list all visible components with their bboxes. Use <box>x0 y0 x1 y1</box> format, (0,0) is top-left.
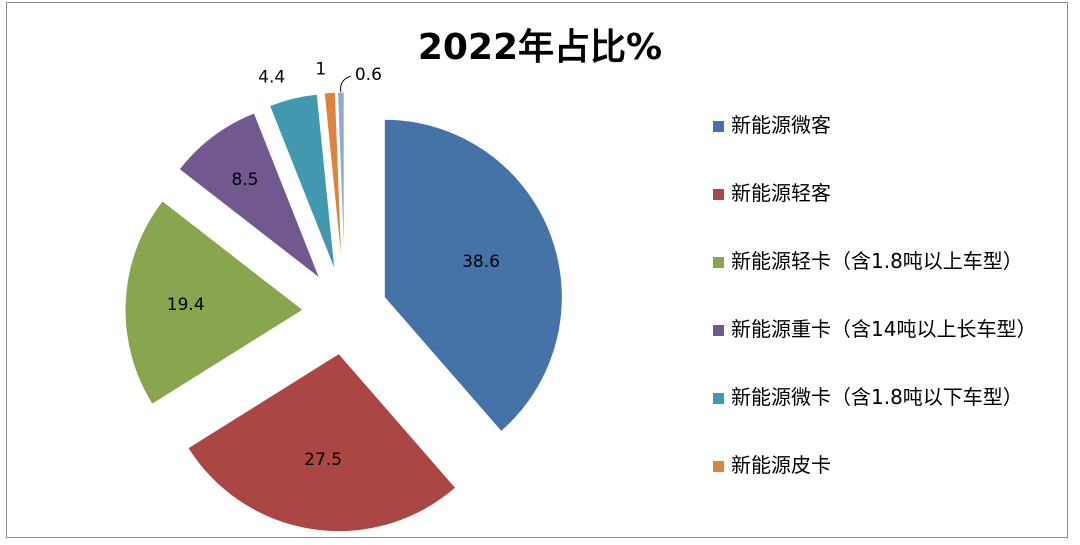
legend-item-qingka: 新能源轻卡（含1.8吨以上车型） <box>713 244 1053 312</box>
legend-label-qingka: 新能源轻卡（含1.8吨以上车型） <box>731 249 1023 273</box>
chart-title: 2022年占比% <box>417 27 663 68</box>
legend-item-zhongka: 新能源重卡（含14吨以上长车型） <box>713 312 1053 380</box>
data-label-pika: 1 <box>315 60 326 80</box>
data-label-qingke: 27.5 <box>304 450 342 470</box>
data-label-other: 0.6 <box>355 65 382 85</box>
pie-slice-qingke <box>187 352 457 532</box>
legend-swatch-zhongka <box>713 325 724 336</box>
legend-swatch-weike <box>713 121 724 132</box>
legend-swatch-pika <box>713 461 724 472</box>
legend-label-pika: 新能源皮卡 <box>731 453 831 477</box>
leader-line-other <box>340 75 352 93</box>
pie-slice-qingka <box>124 200 304 406</box>
legend-label-qingke: 新能源轻客 <box>731 181 831 205</box>
data-label-zhongka: 8.5 <box>231 170 258 190</box>
pie-slice-weika <box>268 93 336 272</box>
data-label-qingka: 19.4 <box>167 295 205 315</box>
legend-item-weike: 新能源微客 <box>713 108 1053 176</box>
legend: 新能源微客 新能源轻客 新能源轻卡（含1.8吨以上车型） 新能源重卡（含14吨以… <box>713 108 1053 516</box>
legend-swatch-qingka <box>713 257 724 268</box>
legend-item-pika: 新能源皮卡 <box>713 448 1053 516</box>
legend-swatch-qingke <box>713 189 724 200</box>
pie-slice-pika <box>323 91 343 271</box>
data-label-weika: 4.4 <box>258 68 285 88</box>
legend-label-weike: 新能源微客 <box>731 113 831 137</box>
legend-label-weika: 新能源微卡（含1.8吨以下车型） <box>731 385 1023 409</box>
legend-item-weika: 新能源微卡（含1.8吨以下车型） <box>713 380 1053 448</box>
data-label-weike: 38.6 <box>462 252 500 272</box>
legend-label-zhongka: 新能源重卡（含14吨以上长车型） <box>731 317 1037 341</box>
pie-slice-weike <box>383 118 563 433</box>
legend-swatch-weika <box>713 393 724 404</box>
pie-slice-other <box>336 91 345 271</box>
pie-slice-zhongka <box>178 112 321 280</box>
legend-item-qingke: 新能源轻客 <box>713 176 1053 244</box>
